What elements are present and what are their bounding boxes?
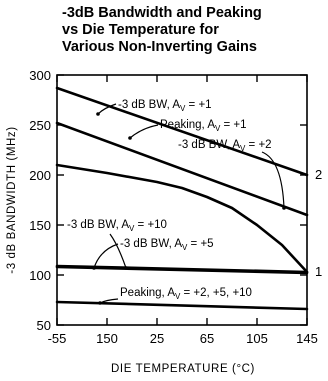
series-annotation: -3 dB BW, AV = +2	[178, 139, 272, 153]
annotation-text: Peaking, A	[160, 119, 215, 131]
annotation-arrowhead	[124, 266, 128, 270]
series-line-3	[55, 163, 309, 274]
series-annotation: -3 dB BW, AV = +10	[67, 219, 167, 233]
chart-title-line-1: -3dB Bandwidth and Peaking	[62, 5, 262, 21]
annotation-arrowhead	[282, 206, 286, 210]
annotation-subscript: V	[175, 292, 181, 301]
annotation-value: = +1	[185, 99, 211, 111]
annotation-subscript: V	[182, 243, 188, 252]
annotation-subscript: V	[240, 144, 246, 153]
series-line-1	[55, 86, 309, 177]
annotation-leader	[93, 243, 119, 269]
series-annotation: Peaking, AV = +1	[160, 119, 247, 133]
annotation-text: -3 dB BW, A	[67, 219, 129, 231]
right-axis-label: 1	[315, 264, 322, 279]
chart-title-line-3: Various Non-Inverting Gains	[62, 39, 257, 55]
y-tick-label: 300	[29, 68, 51, 83]
annotation-value: = +5	[187, 238, 213, 250]
annotation-subscript: V	[180, 104, 186, 113]
series-line-6	[55, 300, 309, 311]
x-tick-label: 25	[150, 331, 164, 346]
x-tick-label: 150	[96, 331, 118, 346]
y-tick-label: 150	[29, 218, 51, 233]
annotation-arrowhead	[92, 266, 96, 270]
y-tick-label: 50	[37, 318, 51, 333]
right-axis-label: 2	[315, 167, 322, 182]
series-annotation: -3 dB BW, AV = +1	[118, 99, 212, 113]
annotation-arrowhead	[128, 136, 132, 140]
annotation-subscript: V	[215, 124, 221, 133]
annotation-subscript: V	[129, 224, 135, 233]
annotation-text: -3 dB BW, A	[118, 99, 180, 111]
y-tick-label: 100	[29, 268, 51, 283]
annotation-value: = +10	[134, 219, 167, 231]
x-tick-label: -55	[48, 331, 67, 346]
annotation-leader	[109, 233, 127, 269]
annotation-text: -3 dB BW, A	[120, 238, 182, 250]
x-tick-label: 145	[296, 331, 318, 346]
series-line-5	[55, 265, 309, 275]
x-axis-label: DIE TEMPERATURE (°C)	[111, 363, 255, 375]
series-annotation: -3 dB BW, AV = +5	[120, 238, 214, 252]
plot-frame	[56, 74, 308, 326]
annotation-arrowhead	[98, 301, 102, 305]
annotation-value: = +1	[220, 119, 246, 131]
series-annotation: Peaking, AV = +2, +5, +10	[120, 287, 252, 301]
chart-title-line-2: vs Die Temperature for	[62, 22, 219, 38]
annotation-leader	[261, 151, 285, 209]
series-line-2	[55, 121, 309, 217]
x-tick-label: 65	[200, 331, 214, 346]
annotation-value: = +2	[245, 139, 271, 151]
annotation-text: -3 dB BW, A	[178, 139, 240, 151]
annotation-value: = +2, +5, +10	[180, 287, 252, 299]
y-tick-label: 200	[29, 168, 51, 183]
y-tick-label: 250	[29, 118, 51, 133]
chart-title: -3dB Bandwidth and Peaking vs Die Temper…	[62, 5, 322, 56]
x-tick-label: 105	[246, 331, 268, 346]
annotation-leader	[129, 124, 159, 139]
y-axis-label: -3 dB BANDWIDTH (MHz)	[6, 126, 18, 273]
annotation-text: Peaking, A	[120, 287, 175, 299]
annotation-arrowhead	[96, 112, 100, 116]
